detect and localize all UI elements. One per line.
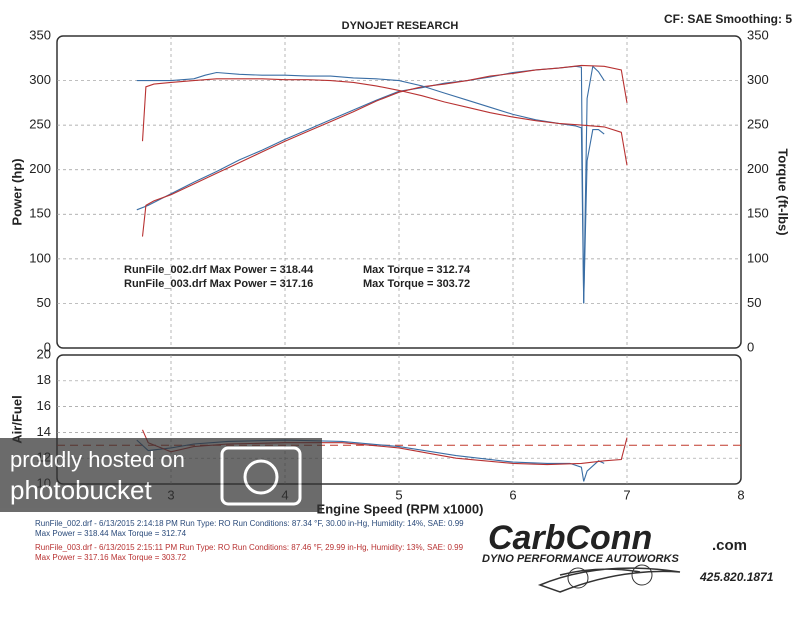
series-line bbox=[141, 78, 628, 166]
y-tick-label: 300 bbox=[29, 72, 51, 87]
y2-tick-label: 100 bbox=[747, 250, 769, 265]
logo-name: CarbConn bbox=[488, 519, 652, 557]
y-tick-label: 250 bbox=[29, 117, 51, 132]
x-tick-label: 7 bbox=[623, 487, 630, 502]
footer-line: Max Power = 317.16 Max Torque = 303.72 bbox=[35, 553, 187, 562]
watermark-box bbox=[0, 438, 322, 512]
logo-tagline: DYNO PERFORMANCE AUTOWORKS bbox=[482, 553, 679, 565]
chart-subtitle: CF: SAE Smoothing: 5 bbox=[664, 12, 792, 26]
y-tick-label: 50 bbox=[37, 295, 51, 310]
y-axis-label: Power (hp) bbox=[9, 158, 24, 225]
y2-tick-label: 300 bbox=[747, 72, 769, 87]
y-tick-label: 350 bbox=[29, 27, 51, 42]
y2-tick-label: 0 bbox=[747, 339, 754, 354]
x-tick-label: 5 bbox=[395, 487, 402, 502]
series-line bbox=[141, 64, 628, 237]
x-tick-label: 8 bbox=[737, 487, 744, 502]
chart-title: DYNOJET RESEARCH bbox=[342, 20, 459, 32]
logo-car bbox=[537, 567, 681, 593]
x-axis-label: Engine Speed (RPM x1000) bbox=[317, 501, 484, 516]
y-tick-label: 200 bbox=[29, 161, 51, 176]
x-tick-label: 6 bbox=[509, 487, 516, 502]
watermark-line2: photobucket bbox=[10, 475, 152, 505]
y2-tick-label: 350 bbox=[747, 27, 769, 42]
y-tick-label: 18 bbox=[37, 372, 51, 387]
annotation: Max Torque = 303.72 bbox=[363, 278, 470, 290]
footer-line: RunFile_003.drf - 6/13/2015 2:15:11 PM R… bbox=[35, 543, 464, 552]
y2-tick-label: 200 bbox=[747, 161, 769, 176]
y2-axis-label: Torque (ft-lbs) bbox=[776, 148, 791, 235]
y-tick-label: 150 bbox=[29, 206, 51, 221]
logo-domain: .com bbox=[712, 537, 747, 554]
series-line bbox=[136, 71, 605, 304]
charts: 0 50 100 150 200 250 300 350 0 50 100 150 200 250 300 3… bbox=[9, 12, 792, 516]
watermark-icon bbox=[220, 446, 302, 506]
logo-wheel bbox=[631, 564, 653, 586]
logo-phone: 425.820.1871 bbox=[699, 570, 774, 584]
watermark-line1: proudly hosted on bbox=[10, 447, 185, 472]
footer-line: Max Power = 318.44 Max Torque = 312.74 bbox=[35, 529, 187, 538]
y-axis-label: Air/Fuel bbox=[9, 395, 24, 443]
footer: RunFile_002.drf - 6/13/2015 2:14:18 PM R… bbox=[35, 519, 464, 562]
annotation: Max Torque = 312.74 bbox=[363, 264, 471, 276]
y2-tick-label: 50 bbox=[747, 295, 761, 310]
y2-tick-label: 250 bbox=[747, 117, 769, 132]
logo: CarbConn .com DYNO PERFORMANCE AUTOWORKS… bbox=[482, 519, 774, 593]
annotation: RunFile_002.drf Max Power = 318.44 bbox=[124, 264, 314, 276]
logo-wheel bbox=[567, 567, 589, 589]
chart: 0 50 100 150 200 250 300 350 0 50 100 150 200 250 300 3… bbox=[9, 12, 792, 354]
y-tick-label: 100 bbox=[29, 250, 51, 265]
y-tick-label: 14 bbox=[37, 424, 51, 439]
watermark: proudly hosted on photobucket bbox=[0, 438, 322, 512]
watermark-icon-lens bbox=[243, 459, 279, 495]
annotation: RunFile_003.drf Max Power = 317.16 bbox=[124, 278, 313, 290]
y-tick-label: 16 bbox=[37, 398, 51, 413]
footer-line: RunFile_002.drf - 6/13/2015 2:14:18 PM R… bbox=[35, 519, 464, 528]
y-tick-label: 0 bbox=[44, 339, 51, 354]
y-tick-label: 20 bbox=[37, 346, 51, 361]
y2-tick-label: 150 bbox=[747, 206, 769, 221]
